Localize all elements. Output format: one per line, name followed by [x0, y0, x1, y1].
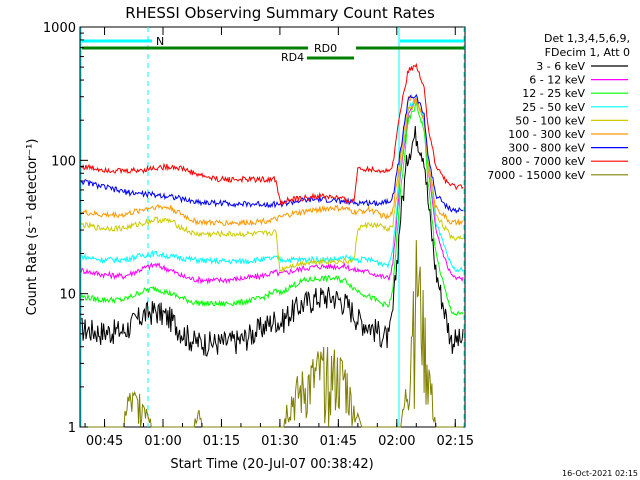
- x-tick-label-2: 01:15: [203, 434, 240, 449]
- state-bars-layer: N RD0 RD4: [82, 35, 464, 64]
- legend-label-8: 7000 - 15000 keV: [487, 169, 585, 182]
- y-tick-label-3: 1000: [43, 21, 76, 36]
- legend-label-1: 6 - 12 keV: [529, 74, 585, 87]
- x-tick-label-4: 01:45: [320, 434, 357, 449]
- state-bar-rd4-label: RD4: [281, 51, 304, 64]
- legend-header-line-1: Det 1,3,4,5,6,9,: [544, 32, 630, 45]
- chart-title: RHESSI Observing Summary Count Rates: [125, 4, 435, 22]
- legend-label-0: 3 - 6 keV: [536, 60, 585, 73]
- shading-layer: [80, 27, 465, 427]
- series-layer: [80, 62, 464, 428]
- y-tick-label-1: 10: [59, 288, 76, 303]
- series-line-3: [81, 96, 464, 273]
- x-tick-label-3: 01:30: [261, 434, 298, 449]
- footer-timestamp: 16-Oct-2021 02:15: [562, 469, 638, 478]
- legend-label-5: 100 - 300 keV: [508, 128, 585, 141]
- x-axis-label: Start Time (20-Jul-07 00:38:42): [170, 457, 373, 472]
- series-line-5: [80, 93, 464, 227]
- x-tick-label-0: 00:45: [86, 434, 123, 449]
- x-tick-label-5: 02:00: [378, 434, 415, 449]
- y-tick-label-0: 1: [68, 421, 76, 436]
- y-tick-label-2: 100: [51, 154, 76, 169]
- series-line-4: [80, 99, 464, 273]
- legend-label-7: 800 - 7000 keV: [501, 155, 585, 168]
- x-tick-label-6: 02:15: [437, 434, 474, 449]
- legend-label-3: 25 - 50 keV: [522, 101, 585, 114]
- state-bar-rd0-label: RD0: [314, 42, 337, 55]
- legend-label-6: 300 - 800 keV: [508, 142, 585, 155]
- axes-layer: 00:45 01:00 01:15 01:30 01:45 02:00 02:15 1 10 10…: [43, 21, 474, 449]
- series-line-1: [80, 97, 464, 285]
- legend: Det 1,3,4,5,6,9, FDecim 1, Att 0 3 - 6 k…: [487, 32, 630, 182]
- x-tick-label-1: 01:00: [144, 434, 181, 449]
- legend-label-4: 50 - 100 keV: [515, 114, 585, 127]
- series-line-2: [80, 102, 464, 317]
- series-line-7: [80, 62, 464, 206]
- state-bar-n-label: N: [156, 35, 164, 48]
- y-axis-label: Count Rate (s⁻¹ detector⁻¹): [25, 139, 40, 316]
- series-line-6: [81, 93, 464, 214]
- series-line-0: [80, 125, 464, 357]
- legend-header-line-2: FDecim 1, Att 0: [545, 46, 630, 59]
- legend-label-2: 12 - 25 keV: [522, 87, 585, 100]
- series-line-8: [81, 240, 464, 428]
